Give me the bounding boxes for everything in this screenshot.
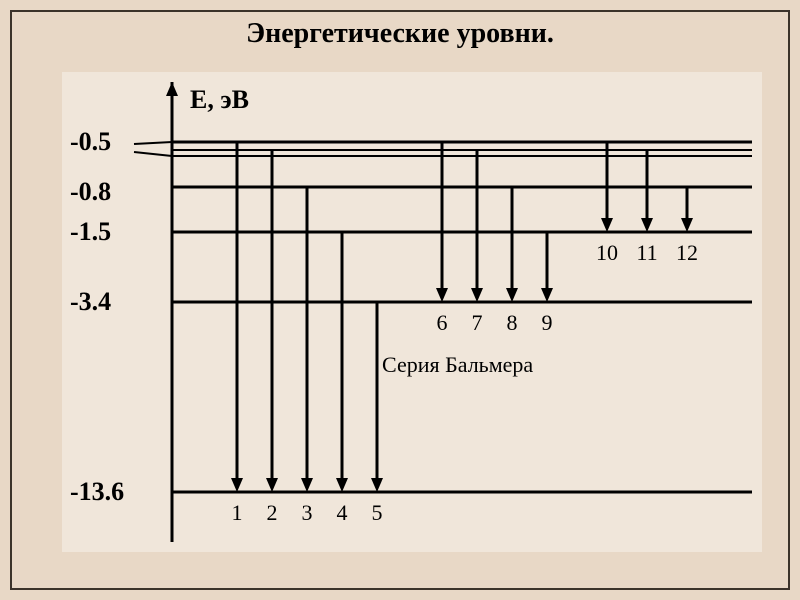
- transition-arrowhead: [301, 478, 313, 492]
- transition-arrowhead: [541, 288, 553, 302]
- transition-arrowhead: [371, 478, 383, 492]
- y-axis-arrowhead: [166, 82, 178, 96]
- level-label: -0.5: [70, 127, 111, 156]
- transition-number: 4: [337, 500, 348, 525]
- level-label: -13.6: [70, 477, 124, 506]
- transition-arrowhead: [601, 218, 613, 232]
- transition-number: 1: [232, 500, 243, 525]
- transition-number: 8: [507, 310, 518, 335]
- transition-arrowhead: [471, 288, 483, 302]
- slide-title: Энергетические уровни.: [12, 18, 788, 50]
- transition-arrowhead: [436, 288, 448, 302]
- transition-number: 3: [302, 500, 313, 525]
- level-label: -1.5: [70, 217, 111, 246]
- label-connector: [134, 152, 172, 156]
- transition-number: 11: [636, 240, 657, 265]
- transition-number: 2: [267, 500, 278, 525]
- transition-arrowhead: [231, 478, 243, 492]
- transition-number: 9: [542, 310, 553, 335]
- transition-arrowhead: [641, 218, 653, 232]
- level-label: -3.4: [70, 287, 111, 316]
- transition-number: 7: [472, 310, 483, 335]
- label-connector: [134, 142, 172, 144]
- transition-arrowhead: [506, 288, 518, 302]
- diagram-svg: -13.6-3.4-1.5-0.8-0.5E, эВ12345678910111…: [62, 72, 762, 552]
- axis-label: E, эВ: [190, 85, 249, 114]
- transition-number: 5: [372, 500, 383, 525]
- series-label: Серия Бальмера: [382, 352, 533, 377]
- transition-arrowhead: [266, 478, 278, 492]
- transition-number: 10: [596, 240, 618, 265]
- slide-frame: Энергетические уровни. -13.6 -3.4 -1.5 -0.8…: [10, 10, 790, 590]
- level-label: -0.8: [70, 177, 111, 206]
- transition-arrowhead: [336, 478, 348, 492]
- transition-number: 6: [437, 310, 448, 335]
- transition-number: 12: [676, 240, 698, 265]
- transition-arrowhead: [681, 218, 693, 232]
- energy-diagram: -13.6-3.4-1.5-0.8-0.5E, эВ12345678910111…: [62, 72, 762, 552]
